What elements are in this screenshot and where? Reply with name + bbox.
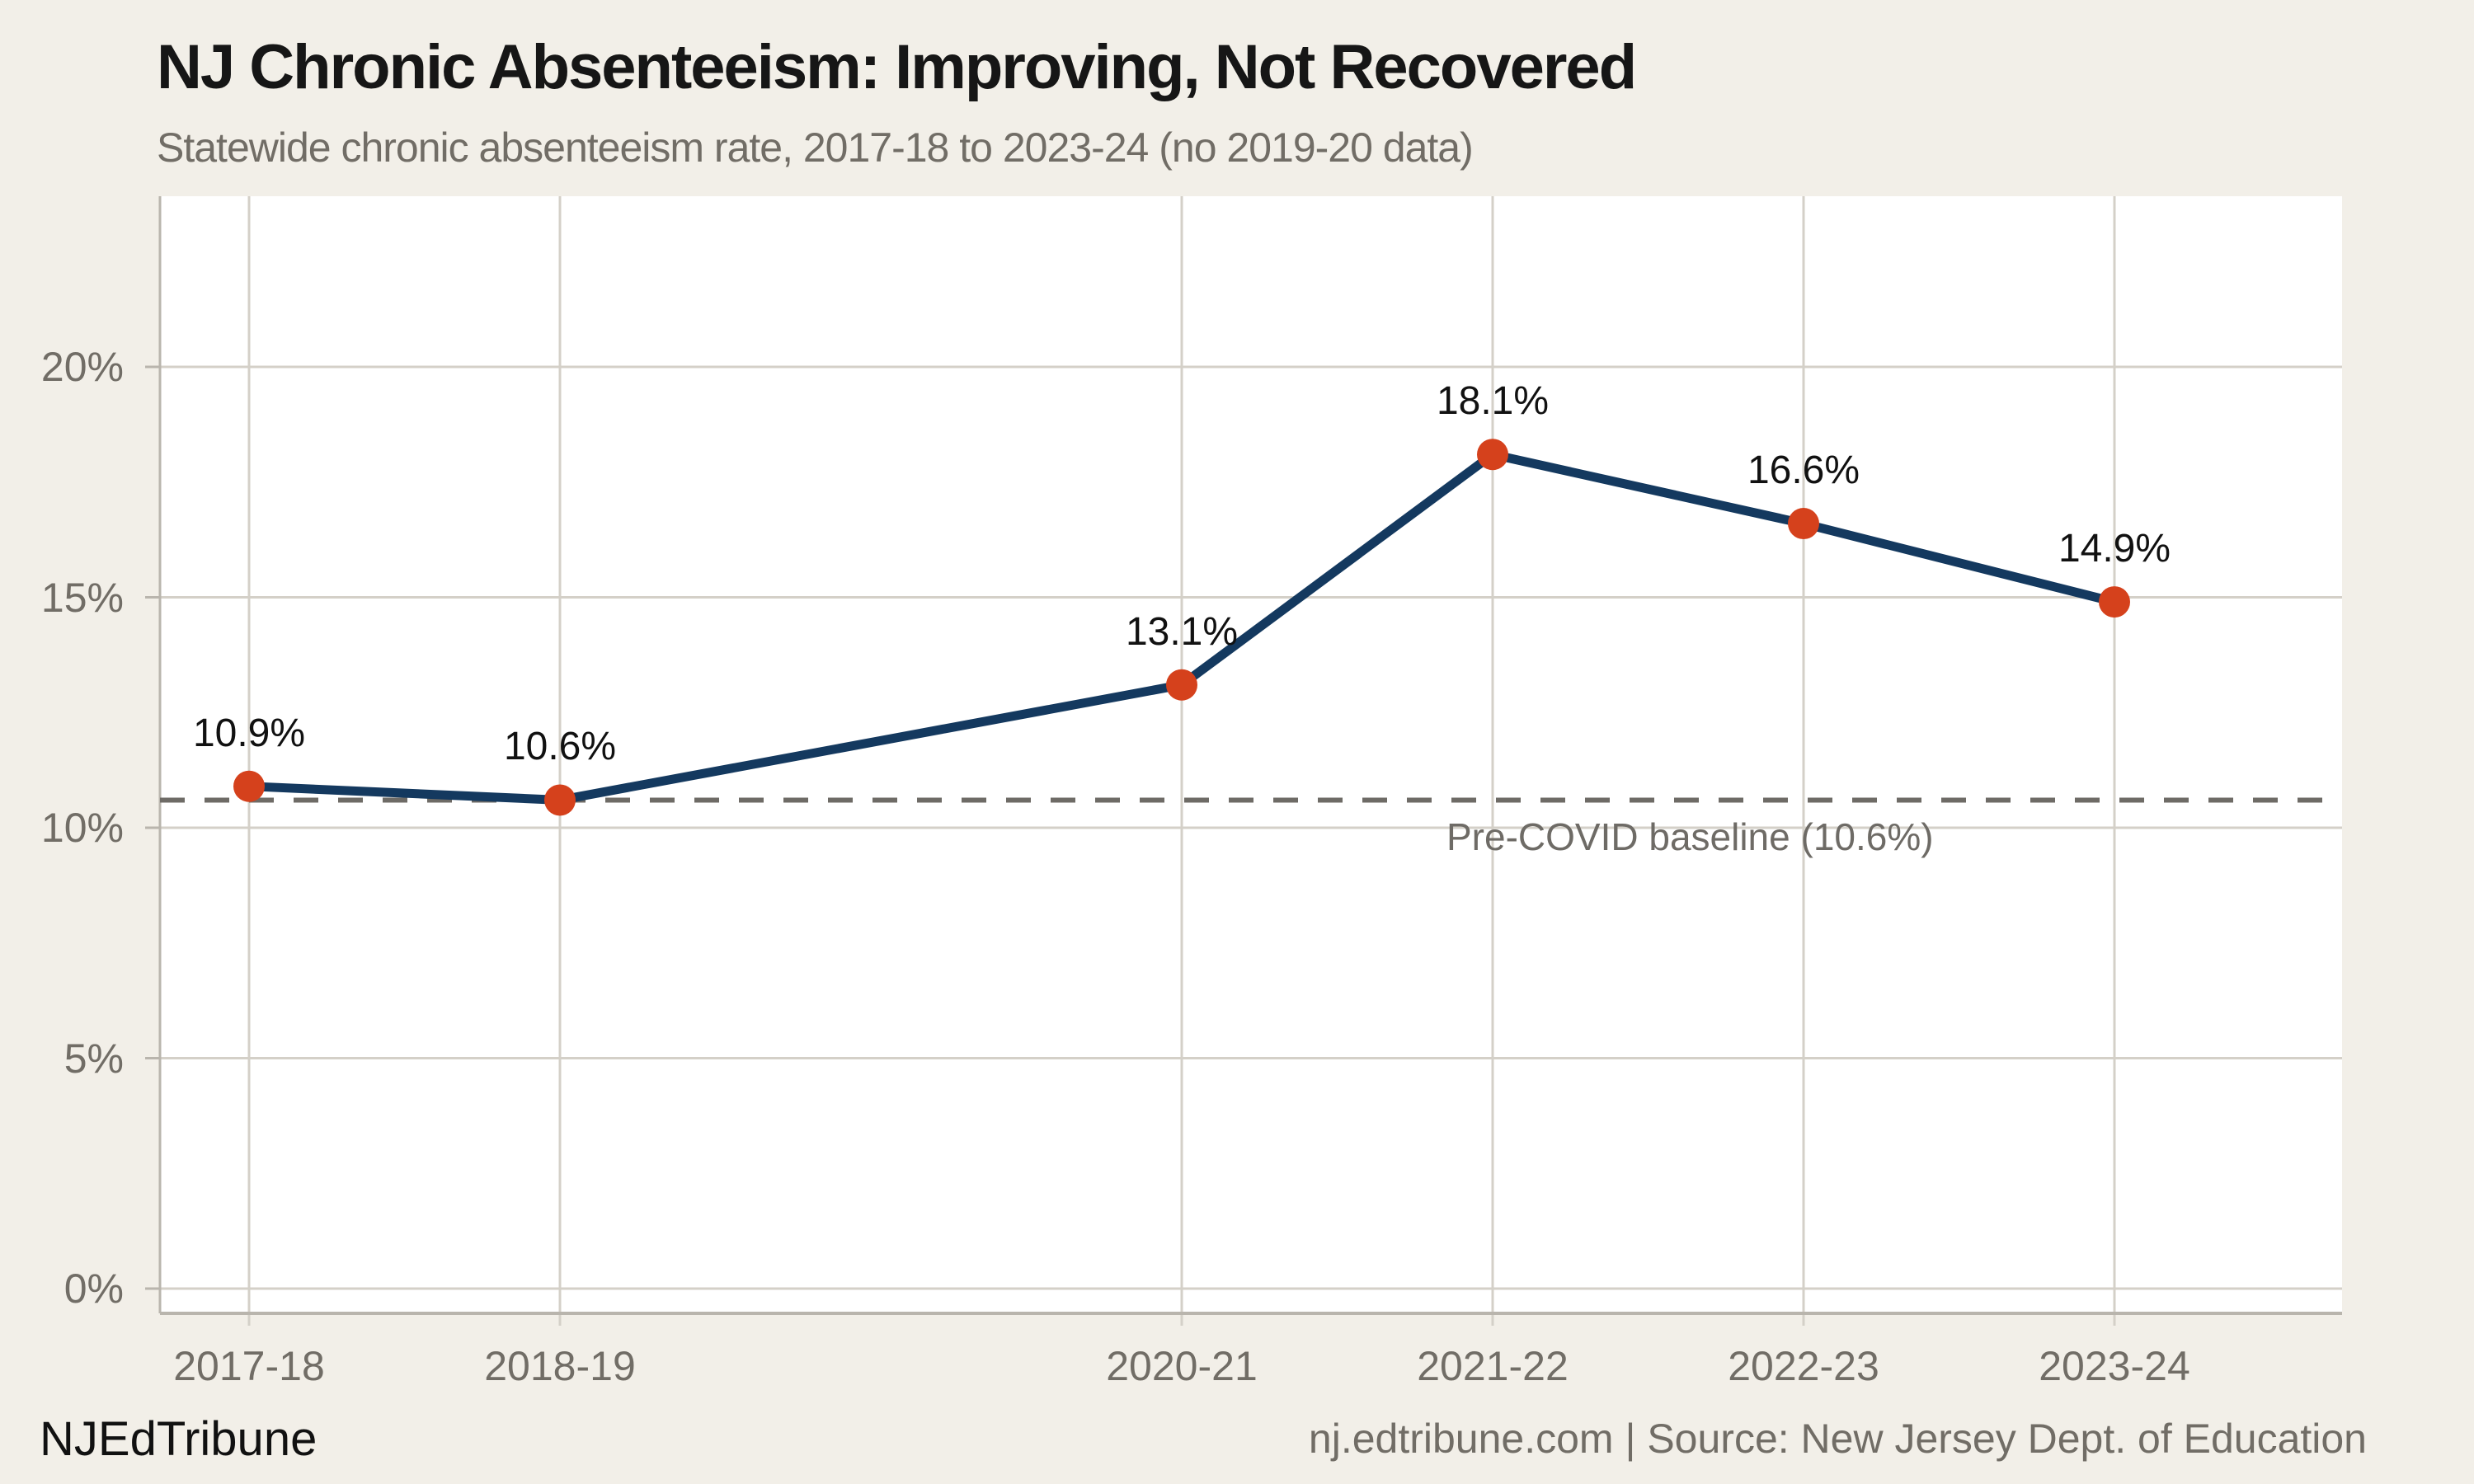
data-point-marker (2099, 586, 2130, 618)
data-point-marker (233, 770, 265, 802)
data-point-marker (1788, 508, 1819, 540)
brand-logo-text: NJEdTribune (40, 1412, 317, 1466)
chart-subtitle: Statewide chronic absenteeism rate, 2017… (157, 124, 1474, 171)
data-point-marker (544, 784, 576, 816)
plot-background (160, 196, 2342, 1313)
trend-line (244, 449, 2119, 805)
baseline-annotation: Pre-COVID baseline (10.6%) (1446, 815, 1934, 858)
source-attribution: nj.edtribune.com | Source: New Jersey De… (1308, 1416, 2367, 1462)
data-point-marker (1166, 669, 1197, 701)
data-point-marker (1477, 439, 1508, 471)
chart-title: NJ Chronic Absenteeism: Improving, Not R… (157, 32, 1637, 102)
